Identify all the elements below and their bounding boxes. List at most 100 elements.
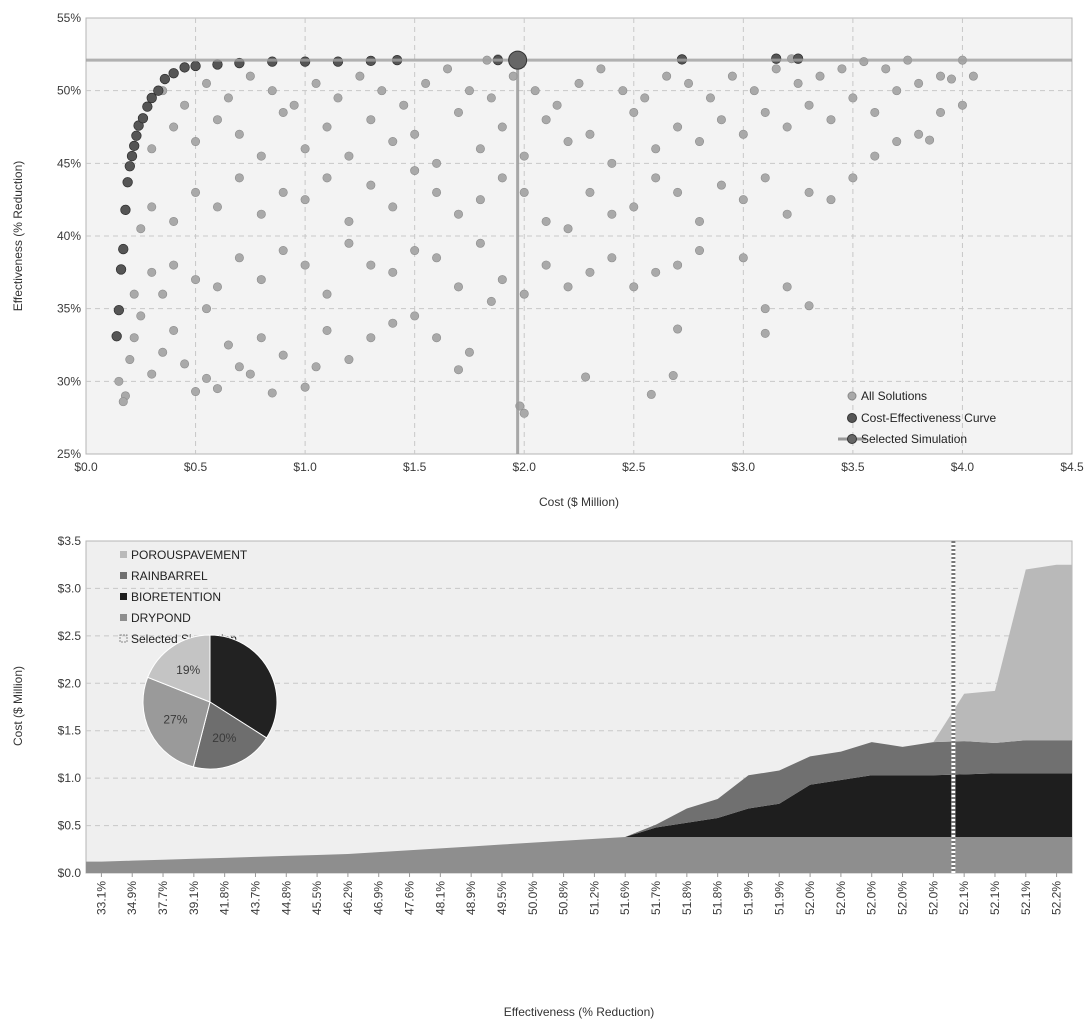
cost-effectiveness-point — [142, 101, 153, 112]
area-x-tick-label: 49.5% — [495, 881, 509, 915]
legend-swatch-bioretention — [120, 593, 127, 600]
area-y-tick-label: $3.5 — [58, 534, 82, 548]
all-solutions-point — [782, 122, 792, 132]
all-solutions-point — [300, 260, 310, 270]
legend-label-drypond: DRYPOND — [131, 611, 191, 625]
all-solutions-point — [914, 78, 924, 88]
all-solutions-point — [957, 100, 967, 110]
all-solutions-point — [629, 107, 639, 117]
area-x-tick-label: 51.9% — [741, 881, 755, 915]
cost-effectiveness-point — [115, 264, 127, 275]
all-solutions-point — [760, 304, 770, 314]
all-solutions-point — [826, 195, 836, 205]
area-y-tick-label: $1.0 — [58, 771, 82, 785]
area-x-tick-label: 51.7% — [649, 881, 663, 915]
all-solutions-point — [716, 115, 726, 125]
pie-slice-label: 20% — [212, 731, 236, 745]
all-solutions-point — [519, 187, 529, 197]
all-solutions-point — [497, 275, 507, 285]
all-solutions-point — [925, 135, 935, 145]
all-solutions-point — [344, 216, 354, 226]
all-solutions-point — [278, 107, 288, 117]
all-solutions-point — [716, 180, 726, 190]
area-series-rainbarrel — [86, 740, 1072, 862]
area-y-tick-label: $0.0 — [58, 866, 82, 880]
scatter-y-tick-label: 45% — [57, 156, 81, 170]
all-solutions-point — [322, 289, 332, 299]
all-solutions-point — [651, 173, 661, 183]
area-x-tick-label: 45.5% — [310, 881, 324, 915]
all-solutions-point — [180, 100, 190, 110]
all-solutions-point — [581, 372, 591, 382]
area-x-tick-label: 52.0% — [926, 881, 940, 915]
scatter-y-tick-label: 55% — [57, 11, 81, 25]
area-y-tick-label: $1.5 — [58, 724, 82, 738]
all-solutions-point — [563, 224, 573, 234]
all-solutions-point — [497, 173, 507, 183]
scatter-gridlines — [86, 18, 1072, 454]
all-solutions-point — [892, 86, 902, 96]
legend-label-bioretention: BIORETENTION — [131, 590, 221, 604]
all-solutions-point — [585, 129, 595, 139]
scatter-legend: All Solutions Cost-Effectiveness Curve S… — [838, 389, 996, 446]
all-solutions-point — [738, 253, 748, 263]
all-solutions-point — [202, 373, 212, 383]
legend-label-selected: Selected Simulation — [861, 432, 967, 446]
all-solutions-point — [147, 144, 157, 154]
all-solutions-point — [475, 144, 485, 154]
all-solutions-point — [815, 71, 825, 81]
all-solutions-point — [607, 253, 617, 263]
all-solutions-point — [366, 260, 376, 270]
area-x-tick-label: 52.0% — [896, 881, 910, 915]
all-solutions-point — [574, 78, 584, 88]
all-solutions-point — [673, 187, 683, 197]
all-solutions-point — [129, 333, 139, 343]
all-solutions-point — [695, 216, 705, 226]
all-solutions-point — [289, 100, 299, 110]
scatter-y-tick-label: 50% — [57, 84, 81, 98]
area-y-tick-label: $0.5 — [58, 819, 82, 833]
pie-slice-label: 27% — [163, 713, 187, 727]
area-x-tick-label: 43.7% — [248, 881, 262, 915]
scatter-x-tick-label: $1.5 — [403, 460, 427, 474]
legend-marker-all-solutions — [847, 391, 857, 401]
all-solutions-point — [212, 282, 222, 292]
all-solutions-point — [410, 129, 420, 139]
all-solutions-point — [870, 107, 880, 117]
cost-effectiveness-point — [124, 161, 135, 172]
cost-effectiveness-point — [129, 140, 140, 152]
area-x-tick-label: 52.1% — [957, 881, 971, 915]
all-solutions-point — [169, 325, 179, 335]
scatter-x-tick-label: $3.5 — [841, 460, 865, 474]
all-solutions-point — [629, 282, 639, 292]
area-x-tick-label: 41.8% — [218, 881, 232, 915]
cost-effectiveness-point — [153, 85, 164, 96]
legend-marker-selected — [847, 434, 857, 444]
all-solutions-point — [464, 86, 474, 96]
all-solutions-point — [760, 328, 770, 338]
all-solutions-point — [936, 71, 946, 81]
all-solutions-point — [563, 282, 573, 292]
all-solutions-point — [147, 369, 157, 379]
all-solutions-point — [202, 304, 212, 314]
cost-effectiveness-point — [111, 331, 122, 342]
all-solutions-point — [804, 187, 814, 197]
all-solutions-point — [191, 387, 201, 397]
all-solutions-point — [366, 333, 376, 343]
all-solutions-point — [662, 71, 672, 81]
area-y-tick-label: $3.0 — [58, 581, 82, 595]
all-solutions-point — [760, 173, 770, 183]
all-solutions-point — [322, 122, 332, 132]
legend-swatch-selected — [119, 634, 128, 643]
cost-effectiveness-point — [146, 92, 157, 104]
cost-effectiveness-point — [120, 204, 131, 215]
scatter-x-tick-label: $0.0 — [74, 460, 98, 474]
all-solutions-point — [432, 187, 442, 197]
all-solutions-point — [464, 347, 474, 357]
all-solutions-point — [651, 267, 661, 277]
all-solutions-point — [486, 93, 496, 103]
scatter-chart: $0.0 $0.5 $1.0 $1.5 $2.0 $2.5 $3.0 $3.5 $4.0 $4.5… — [11, 11, 1084, 509]
pie-slice-rainbarrel — [192, 701, 268, 770]
all-solutions-point — [267, 388, 277, 398]
all-solutions-point — [749, 86, 759, 96]
